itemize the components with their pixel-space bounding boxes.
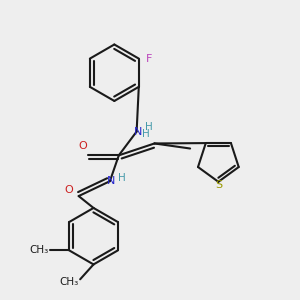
Text: CH₃: CH₃	[59, 277, 79, 287]
Text: S: S	[215, 180, 222, 190]
Text: H: H	[145, 122, 153, 132]
Text: H: H	[142, 129, 149, 139]
Text: N: N	[134, 127, 142, 136]
Text: F: F	[146, 54, 152, 64]
Text: O: O	[79, 141, 88, 152]
Text: O: O	[65, 184, 74, 194]
Text: H: H	[118, 172, 126, 183]
Text: N: N	[107, 176, 116, 186]
Text: CH₃: CH₃	[30, 245, 49, 255]
